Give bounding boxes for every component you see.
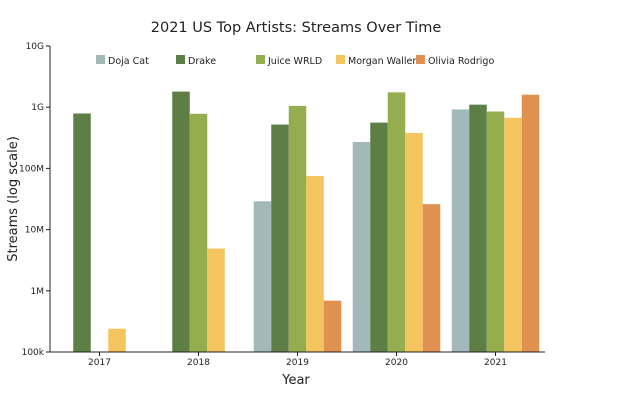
bar [172, 91, 190, 352]
bar [306, 176, 324, 352]
y-axis-title: Streams (log scale) [6, 136, 21, 262]
legend: Doja Cat Drake Juice WRLD Morgan Wallen Oliv… [96, 55, 494, 67]
legend-swatch [96, 55, 105, 64]
bar [504, 117, 522, 352]
bar [387, 92, 406, 352]
x-axis-title: Year [281, 373, 310, 388]
bar [288, 105, 307, 352]
bar [73, 113, 91, 352]
legend-label: Drake [188, 56, 216, 67]
y-tick-label: 10M [25, 226, 44, 236]
y-tick-label: 1G [31, 103, 44, 113]
legend-swatch [256, 55, 265, 64]
legend-label: Morgan Wallen [348, 56, 418, 67]
bar [207, 248, 225, 352]
y-ticks: 100k 1M 10M 100M 1G 10G [19, 42, 50, 358]
x-tick-label: 2018 [187, 358, 210, 368]
x-tick-label: 2020 [385, 358, 408, 368]
legend-swatch [336, 55, 345, 64]
legend-label: Olivia Rodrigo [428, 56, 494, 67]
y-tick-label: 10G [26, 42, 44, 52]
bar [469, 104, 487, 352]
y-tick-label: 100M [19, 164, 44, 174]
y-tick-label: 100k [22, 348, 45, 358]
bar [405, 132, 423, 352]
bar [451, 109, 470, 352]
legend-label: Juice WRLD [267, 56, 322, 67]
x-tick-label: 2019 [286, 358, 309, 368]
bar [108, 328, 126, 352]
bar [323, 300, 342, 352]
bar [521, 94, 540, 352]
bar [253, 201, 272, 352]
bar [271, 124, 289, 352]
chart-title: 2021 US Top Artists: Streams Over Time [151, 20, 442, 36]
legend-swatch [176, 55, 185, 64]
legend-swatch [416, 55, 425, 64]
legend-label: Doja Cat [108, 56, 149, 67]
y-tick-label: 1M [31, 287, 45, 297]
bars [73, 91, 540, 353]
x-tick-label: 2017 [88, 358, 111, 368]
bar [486, 111, 505, 352]
bar [189, 113, 208, 353]
bar [370, 122, 388, 352]
x-ticks: 2017 2018 2019 2020 2021 [88, 352, 507, 368]
bar [422, 204, 441, 352]
x-tick-label: 2021 [484, 358, 507, 368]
bar [352, 142, 371, 352]
